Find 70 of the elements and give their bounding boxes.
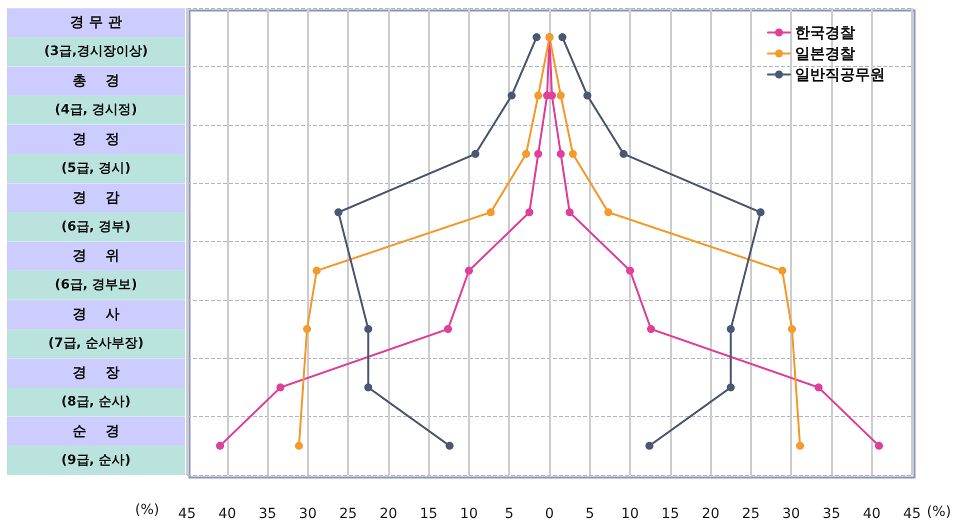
x-tick-label: 20	[379, 506, 398, 522]
point	[726, 325, 735, 334]
point	[534, 92, 542, 100]
point	[276, 383, 284, 392]
point	[645, 442, 654, 450]
point	[556, 150, 565, 158]
point	[778, 266, 786, 275]
x-tick-label: 0	[545, 506, 554, 522]
x-axis-title: (%)	[926, 504, 952, 520]
x-tick-label: 45	[903, 506, 921, 522]
point	[364, 325, 372, 334]
y-tick-label: 경 위 (6급, 경부보)	[54, 248, 138, 293]
x-tick-label: 30	[298, 506, 317, 522]
point	[525, 208, 534, 216]
x-tick-label: 45	[178, 506, 196, 522]
x-tick-label: 40	[218, 506, 236, 522]
point	[874, 442, 883, 450]
x-tick-label: 35	[822, 506, 840, 522]
point	[534, 150, 542, 158]
x-tick-label: 10	[460, 506, 478, 522]
y-tick-label: 순 경 (9급, 순사)	[61, 423, 131, 468]
point	[312, 266, 321, 275]
point	[444, 325, 452, 334]
y-tick-label: 경 감 (6급, 경부)	[61, 190, 131, 234]
y-tick-label: 경 무 관 (3급,경시장이상)	[44, 14, 148, 60]
text: (%)	[135, 502, 160, 518]
x-tick-label: 25	[742, 506, 760, 522]
x-tick-label: 15	[420, 506, 438, 522]
point	[294, 442, 303, 450]
x-tick-label: 10	[621, 506, 639, 522]
point	[508, 92, 516, 100]
x-tick-label: 20	[702, 506, 720, 522]
point	[303, 325, 312, 334]
point	[796, 442, 804, 450]
y-tick-label: 경 정 (5급, 경시)	[61, 131, 131, 176]
x-tick-label: 5	[585, 506, 594, 522]
x-tick-label: 5	[504, 506, 514, 522]
point	[522, 150, 530, 158]
point	[756, 208, 765, 216]
point	[471, 150, 480, 158]
point	[216, 442, 224, 450]
point	[604, 208, 612, 216]
y-tick-label: 총 경 (4급, 경시정)	[54, 73, 138, 118]
point	[566, 208, 574, 216]
point	[568, 150, 577, 158]
point	[464, 266, 473, 275]
x-tick-label: 30	[782, 506, 800, 522]
point	[334, 208, 342, 216]
point	[814, 383, 823, 392]
point	[647, 325, 655, 334]
point	[788, 325, 796, 334]
y-tick-label: 경 장 (8급, 순사)	[61, 364, 131, 410]
x-tick-label: 15	[661, 506, 680, 522]
legend-label: 일반직공무원	[795, 66, 885, 84]
point	[532, 33, 541, 42]
legend-label: 한국경찰	[795, 24, 855, 42]
x-tick-label: 35	[258, 506, 276, 522]
x-tick-label: 40	[862, 506, 881, 522]
point	[558, 33, 566, 42]
point	[556, 92, 565, 100]
point	[726, 383, 735, 392]
y-tick-label: 경 사 (7급, 순사부장)	[48, 306, 144, 352]
point	[620, 150, 628, 158]
point	[364, 383, 372, 392]
x-tick-label: 25	[339, 506, 358, 522]
point	[486, 208, 495, 216]
point	[446, 442, 454, 450]
point	[626, 266, 634, 275]
point	[583, 92, 592, 100]
legend-label: 일본경찰	[795, 44, 855, 62]
